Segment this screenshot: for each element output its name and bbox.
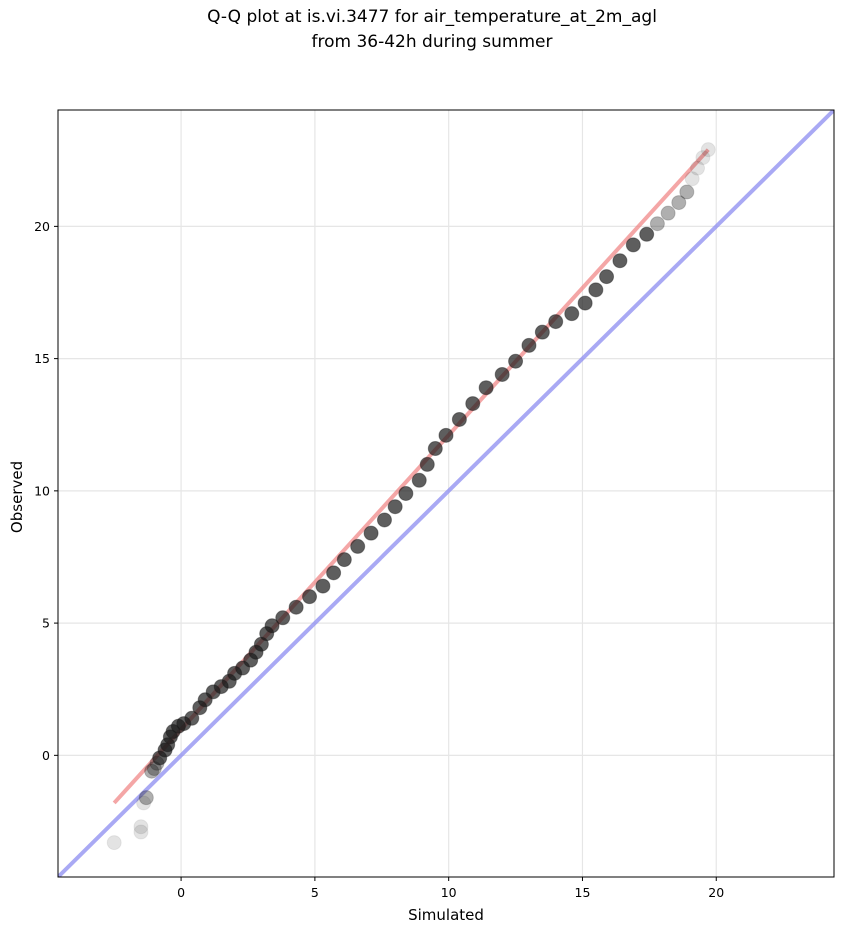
qq-point [451, 411, 467, 427]
x-tick-label: 5 [311, 885, 319, 900]
y-tick-label: 0 [42, 748, 50, 763]
qq-point [649, 216, 665, 232]
qq-point [564, 306, 580, 322]
qq-point [106, 835, 122, 851]
y-tick-label: 10 [34, 483, 50, 498]
qq-point [588, 282, 604, 298]
x-tick-label: 15 [575, 885, 591, 900]
qq-point [288, 599, 304, 615]
x-tick-label: 10 [441, 885, 457, 900]
qq-point [133, 819, 149, 835]
identity-line [58, 110, 834, 877]
qq-point [679, 184, 695, 200]
qq-point [411, 472, 427, 488]
x-axis-label: Simulated [408, 906, 484, 924]
qq-point [684, 171, 700, 187]
qq-point [427, 441, 443, 457]
qq-point [521, 337, 537, 353]
qq-point [465, 396, 481, 412]
plot-marks [58, 110, 834, 877]
qq-point [548, 314, 564, 330]
qq-point [419, 456, 435, 472]
grid-lines [58, 110, 834, 877]
x-tick-label: 20 [708, 885, 724, 900]
qq-point [136, 795, 152, 811]
qq-point [133, 824, 149, 840]
plot-frame [57, 109, 835, 878]
qq-point [534, 324, 550, 340]
qq-point [275, 610, 291, 626]
qq-point [695, 150, 711, 166]
qq-point [138, 790, 154, 806]
qq-point [577, 295, 593, 311]
qq-point [350, 538, 366, 554]
qq-point [660, 205, 676, 221]
x-tick-label: 0 [177, 885, 185, 900]
qq-point [264, 618, 280, 634]
y-tick-label: 5 [42, 616, 50, 631]
qq-point [184, 710, 200, 726]
qq-point [639, 226, 655, 242]
qq-point [302, 589, 318, 605]
qq-point [508, 353, 524, 369]
qq-point [478, 380, 494, 396]
qq-point [494, 366, 510, 382]
qq-point [326, 565, 342, 581]
chart-title-line-1: Q-Q plot at is.vi.3477 for air_temperatu… [207, 7, 657, 27]
y-axis-label: Observed [8, 461, 26, 533]
qq-point [315, 578, 331, 594]
qq-point [599, 269, 615, 285]
qq-point [612, 253, 628, 269]
qq-point [438, 427, 454, 443]
qq-point [671, 195, 687, 211]
qq-point [363, 525, 379, 541]
qq-point [700, 142, 716, 158]
chart-title-line-2: from 36-42h during summer [312, 32, 553, 52]
qq-point [144, 763, 160, 779]
y-tick-label: 20 [34, 219, 50, 234]
y-tick-label: 15 [34, 351, 50, 366]
axis-ticks: 0 5 10 15 20 0 5 10 15 20 [34, 219, 724, 900]
qq-point [336, 552, 352, 568]
qq-point [387, 499, 403, 515]
qq-point [625, 237, 641, 253]
qq-point [398, 486, 414, 501]
qq-point [376, 512, 392, 528]
qq-point [690, 160, 706, 176]
